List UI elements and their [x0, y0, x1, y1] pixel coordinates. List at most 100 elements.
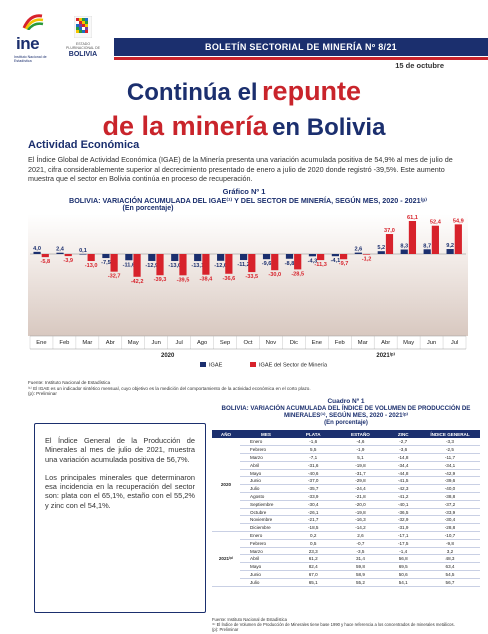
- bar-mineria: [156, 254, 164, 276]
- table-label: Cuadro Nº 1: [327, 398, 365, 405]
- table-body: 2020 Enero -1,6 -4,6 -2,7 -3,3 Febrero 5,5 -1,9-…: [212, 438, 480, 587]
- category-tick-label: Abr: [106, 340, 115, 346]
- table-source: Fuente: Instituto Nacional de Estadístic…: [212, 617, 287, 622]
- table-year-cell: 2020: [212, 438, 240, 533]
- bolivia-logo-text: BOLIVIA: [68, 51, 98, 58]
- data-label-mineria: 61,1: [407, 215, 418, 221]
- data-label-igae: -9,6: [262, 261, 272, 267]
- data-label-mineria: -42,2: [131, 279, 144, 285]
- data-label-mineria: -39,5: [177, 277, 190, 283]
- chart-background: [28, 214, 468, 336]
- table-value-cell: -7,1: [292, 453, 335, 462]
- table-value-cell: -11,7: [420, 453, 480, 462]
- table-value-cell: -31,7: [334, 469, 387, 478]
- data-label-igae: -13,0: [168, 263, 181, 269]
- bar-mineria: [133, 254, 141, 277]
- data-label-mineria: -38,4: [200, 277, 214, 283]
- table-row: Mayo 82,4 59,8 69,5 63,4: [212, 562, 480, 572]
- table-value-cell: -26,1: [292, 508, 335, 517]
- table-row: Junio -37,0 -29,8 -41,5 -39,6: [212, 476, 480, 486]
- bulletin-banner: BOLETÍN SECTORIAL DE MINERÍA Nº 8/21: [114, 38, 488, 56]
- data-label-mineria: -3,9: [63, 258, 73, 264]
- table-value-cell: -4,6: [334, 438, 387, 447]
- data-label-mineria: -1,2: [362, 257, 372, 263]
- data-label-igae: -12,9: [145, 263, 158, 269]
- title-highlight2: de la minería: [102, 111, 268, 141]
- bar-chart: 4,0-5,82,4-3,90,1-13,0 -7,5-32,7-11,6-42,…: [29, 215, 467, 369]
- category-tick-label: Mar: [358, 340, 368, 346]
- legend-swatch-mineria: [250, 362, 256, 367]
- ine-logo: ine Instituto Nacional de Estadística: [14, 12, 54, 70]
- category-tick-label: Ago: [197, 340, 207, 346]
- chart-note-2: (p): Preliminar: [28, 391, 57, 397]
- bar-igae: [285, 254, 294, 259]
- table-row: Julio 65,1 55,2 54,1 56,7: [212, 578, 480, 587]
- intro-paragraph: El Índice Global de Actividad Económica …: [28, 155, 453, 184]
- data-label-mineria: 52,4: [430, 220, 442, 226]
- category-tick-label: Dic: [290, 340, 298, 346]
- bar-igae: [423, 249, 431, 254]
- data-label-igae: -4,3: [308, 258, 318, 264]
- bar-mineria: [248, 254, 256, 273]
- table-value-cell: 54,5: [420, 570, 480, 579]
- bar-mineria: [110, 254, 118, 272]
- table-row: Agosto -33,9 -21,8 -41,2 -38,8: [212, 492, 480, 501]
- bolivia-logo-subtitle: ESTADO PLURINACIONAL DE: [66, 42, 100, 50]
- table-month-cell: Marzo: [240, 547, 292, 556]
- table-value-cell: -3,3: [420, 438, 480, 447]
- table-month-cell: Enero: [240, 438, 292, 447]
- table-value-cell: -19,8: [334, 461, 387, 470]
- bar-igae: [240, 254, 248, 261]
- data-label-mineria: -33,5: [245, 274, 258, 280]
- category-tick-label: Jul: [175, 340, 182, 346]
- category-tick-label: Sep: [220, 340, 230, 346]
- table-value-cell: -21,8: [334, 492, 387, 501]
- bar-igae: [217, 254, 225, 261]
- table-value-cell: -9,8: [420, 539, 480, 548]
- table-row: Mayo -40,6 -31,7 -44,8 -42,9: [212, 469, 480, 478]
- bar-igae: [308, 254, 317, 257]
- table-subtitle: (En porcentaje): [324, 420, 368, 426]
- data-label-mineria: -36,6: [222, 276, 235, 282]
- data-label-igae: -13,1: [191, 263, 204, 269]
- bar-igae: [79, 253, 87, 255]
- data-label-mineria: 37,0: [384, 228, 395, 234]
- table-value-cell: -34,1: [420, 461, 480, 470]
- table-sources: Fuente: Instituto Nacional de Estadístic…: [212, 617, 480, 632]
- bar-mineria: [64, 254, 72, 257]
- chart-subtitle: (En porcentaje): [122, 205, 174, 212]
- table-value-cell: 5,1: [334, 453, 387, 462]
- col-header-silver: PLATA: [292, 430, 335, 438]
- table-month-cell: Septiembre: [240, 500, 292, 509]
- table-value-cell: -31,6: [292, 461, 335, 470]
- callout-paragraph-2: Los principales minerales que determinar…: [45, 472, 195, 510]
- publication-date: 15 de octubre: [395, 61, 444, 70]
- title-part2: en Bolivia: [272, 114, 386, 141]
- category-tick-label: Ene: [312, 340, 322, 346]
- bar-mineria: [431, 225, 439, 254]
- category-tick-label: Jun: [427, 340, 436, 346]
- table-row: Diciembre -18,5 -14,2 -31,9 -28,8: [212, 523, 480, 533]
- category-tick-label: May: [403, 340, 414, 346]
- bar-mineria: [294, 254, 302, 270]
- table-header-row: AÑO MES PLATA ESTAÑO ZINC ÍNDICE GENERAL: [212, 430, 480, 438]
- table-month-cell: Agosto: [240, 492, 292, 501]
- table-value-cell: -14,2: [334, 523, 387, 533]
- table-value-cell: -1,4: [386, 547, 420, 556]
- chart-note-1: ⁽¹⁾ El IGAE es un indicador sintético me…: [28, 385, 311, 391]
- table-value-cell: -24,4: [334, 484, 387, 494]
- bar-mineria: [41, 254, 49, 258]
- table-row: 2020 Enero -1,6 -4,6 -2,7 -3,3: [212, 438, 480, 533]
- table-value-cell: 48,3: [420, 554, 480, 564]
- table-month-cell: Octubre: [240, 508, 292, 517]
- table-value-cell: -38,8: [420, 492, 480, 501]
- bar-igae: [262, 254, 271, 260]
- table-value-cell: -14,8: [386, 453, 420, 462]
- table-value-cell: -29,8: [334, 476, 387, 486]
- col-header-zinc: ZINC: [386, 430, 420, 438]
- bar-igae: [354, 252, 362, 254]
- bar-igae: [102, 254, 110, 259]
- data-label-mineria: -9,7: [339, 261, 349, 267]
- table-value-cell: -37,0: [292, 476, 335, 486]
- category-tick-label: Feb: [335, 340, 345, 346]
